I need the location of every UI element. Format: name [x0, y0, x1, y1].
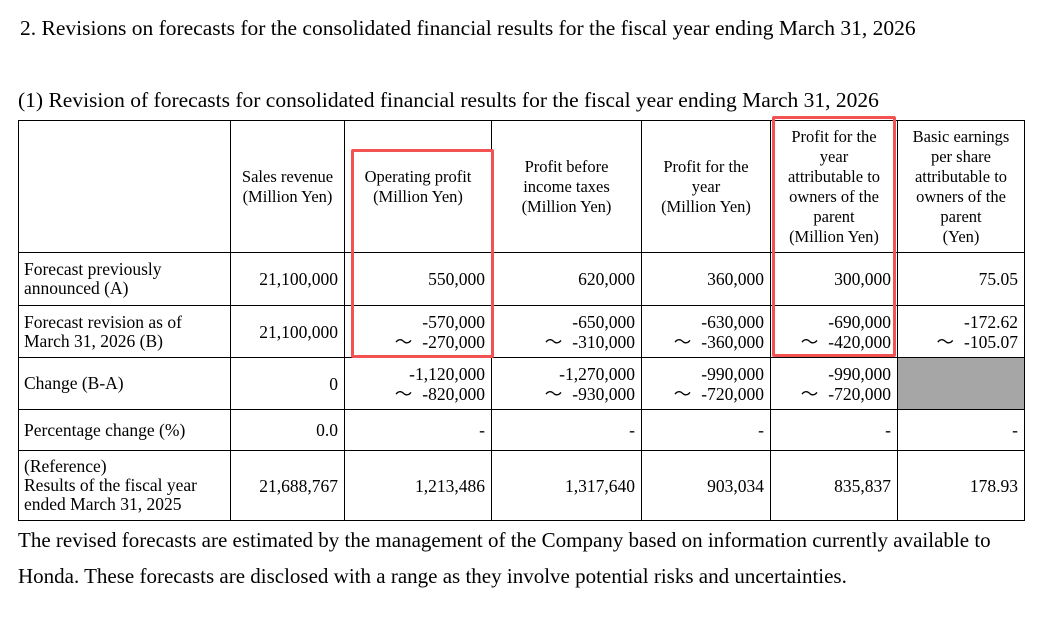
range-low: -650,000 — [572, 311, 635, 332]
value-cell: -990,000 ～ -720,000 — [770, 357, 898, 410]
value-cell: 550,000 — [344, 252, 492, 306]
header-row: Sales revenue (Million Yen) Operating prof… — [18, 120, 1025, 253]
corner-cell — [18, 120, 231, 253]
value-cell: 1,213,486 — [344, 450, 492, 521]
value-cell: 178.93 — [897, 450, 1025, 521]
row-label-line: (Reference) — [24, 456, 107, 476]
range-symbol: ～ — [394, 331, 413, 352]
value-cell: 0 — [230, 357, 345, 410]
range-high: -420,000 — [828, 331, 891, 352]
value-cell: 75.05 — [897, 252, 1025, 306]
row-label: Forecast revision as of March 31, 2026 (… — [18, 305, 231, 358]
note-paragraph: The revised forecasts are estimated by t… — [18, 528, 991, 588]
range-low: -570,000 — [422, 311, 485, 332]
value-cell: - — [344, 409, 492, 451]
range-high: -360,000 — [701, 331, 764, 352]
range-low: -990,000 — [828, 363, 891, 384]
column-header: Basic earnings per share attributable to ow… — [897, 120, 1025, 253]
range-high: -720,000 — [828, 383, 891, 404]
value-cell: -172.62 ～ -105.07 — [897, 305, 1025, 358]
value-cell: -1,270,000 ～ -930,000 — [491, 357, 642, 410]
column-header: Profit for the year attributable to owners … — [770, 120, 898, 253]
row-label: Forecast previously announced (A) — [18, 252, 231, 306]
value-cell: - — [770, 409, 898, 451]
value-cell: -1,120,000 ～ -820,000 — [344, 357, 492, 410]
subsection-title: (1) Revision of forecasts for consolidat… — [18, 88, 879, 112]
range-low: -990,000 — [701, 363, 764, 384]
value-cell: -650,000 ～ -310,000 — [491, 305, 642, 358]
value-cell: 835,837 — [770, 450, 898, 521]
range-high: -105.07 — [964, 331, 1018, 352]
range-high: -310,000 — [572, 331, 635, 352]
section-title: 2. Revisions on forecasts for the consol… — [20, 16, 916, 40]
range-high: -930,000 — [572, 383, 635, 404]
column-header: Profit for the year (Million Yen) — [641, 120, 771, 253]
range-high: -720,000 — [701, 383, 764, 404]
range-symbol: ～ — [394, 383, 413, 404]
table-row: Forecast revision as of March 31, 2026 (… — [18, 305, 1025, 358]
value-cell: 1,317,640 — [491, 450, 642, 521]
value-cell: - — [491, 409, 642, 451]
row-label-line: ended March 31, 2025 — [24, 494, 182, 514]
range-symbol: ～ — [800, 331, 819, 352]
table-row: (Reference) Results of the fiscal year end… — [18, 450, 1025, 521]
empty-gray-cell — [897, 357, 1025, 410]
value-cell: 360,000 — [641, 252, 771, 306]
table-row: Change (B-A) 0 -1,120,000 ～ -820,000 -1,270,0… — [18, 357, 1025, 410]
value-cell: 903,034 — [641, 450, 771, 521]
value-cell: -690,000 ～ -420,000 — [770, 305, 898, 358]
row-label-line: Results of the fiscal year — [24, 475, 198, 495]
range-low: -1,270,000 — [559, 363, 635, 384]
value-cell: 300,000 — [770, 252, 898, 306]
value-cell: 0.0 — [230, 409, 345, 451]
range-high: -820,000 — [422, 383, 485, 404]
range-symbol: ～ — [673, 331, 692, 352]
range-symbol: ～ — [936, 331, 955, 352]
value-cell: -570,000 ～ -270,000 — [344, 305, 492, 358]
value-cell: - — [641, 409, 771, 451]
table-row: Percentage change (%) 0.0- - - - - — [18, 409, 1025, 451]
row-label: (Reference) Results of the fiscal year end… — [18, 450, 231, 521]
forecast-table: Sales revenue (Million Yen) Operating prof… — [18, 120, 1025, 521]
range-symbol: ～ — [800, 383, 819, 404]
range-symbol: ～ — [544, 383, 563, 404]
value-cell: 21,100,000 — [230, 252, 345, 306]
value-cell: - — [897, 409, 1025, 451]
range-low: -690,000 — [828, 311, 891, 332]
range-low: -1,120,000 — [409, 363, 485, 384]
range-symbol: ～ — [673, 383, 692, 404]
value-cell: 620,000 — [491, 252, 642, 306]
range-low: -172.62 — [964, 311, 1018, 332]
column-header: Profit before income taxes (Million Yen) — [491, 120, 642, 253]
row-label: Percentage change (%) — [18, 409, 231, 451]
value-cell: -630,000 ～ -360,000 — [641, 305, 771, 358]
range-low: -630,000 — [701, 311, 764, 332]
value-cell: 21,100,000 — [230, 305, 345, 358]
range-high: -270,000 — [422, 331, 485, 352]
column-header: Sales revenue (Million Yen) — [230, 120, 345, 253]
row-label: Change (B-A) — [18, 357, 231, 410]
column-header: Operating profit (Million Yen) — [344, 120, 492, 253]
table-row: Forecast previously announced (A) 21,100,… — [18, 252, 1025, 306]
range-symbol: ～ — [544, 331, 563, 352]
value-cell: 21,688,767 — [230, 450, 345, 521]
value-cell: -990,000 ～ -720,000 — [641, 357, 771, 410]
